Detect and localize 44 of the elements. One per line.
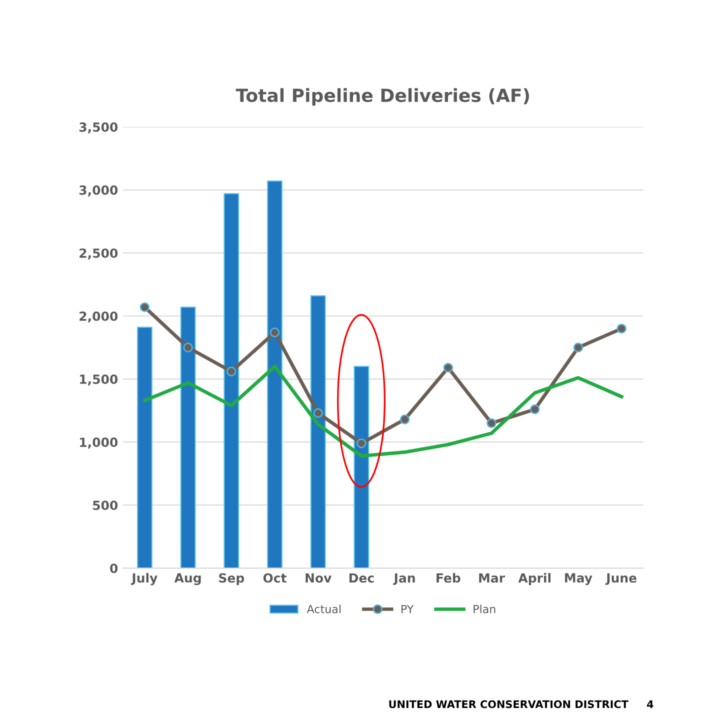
x-tick-label: Sep xyxy=(219,573,244,586)
y-tick-label: 1,500 xyxy=(80,374,118,386)
point xyxy=(486,418,496,428)
x-tick-label: Dec xyxy=(349,573,374,583)
legend-label: Actual xyxy=(306,604,341,614)
chart-title: Total Pipeline Deliveries (AF) xyxy=(236,88,529,106)
y-tick-label: 3,500 xyxy=(79,122,118,134)
x-tick-label: Mar xyxy=(479,573,505,583)
y-tick-label: 2,000 xyxy=(80,311,118,323)
x-tick-label: July xyxy=(131,573,158,586)
legend-label: PY xyxy=(402,604,414,614)
bar xyxy=(136,326,152,568)
point xyxy=(443,362,454,373)
point xyxy=(356,438,366,448)
bar xyxy=(354,366,370,568)
point xyxy=(183,342,193,352)
x-tick-label: Aug xyxy=(174,573,201,586)
x-tick-label: April xyxy=(518,573,550,586)
bar xyxy=(267,180,282,568)
text: UNITED WATER CONSERVATION DISTRICT 4 xyxy=(389,700,654,708)
point xyxy=(616,324,626,334)
line-series xyxy=(142,364,624,458)
y-tick-label: 1,000 xyxy=(80,438,118,449)
y-tick-label: 500 xyxy=(93,500,118,510)
point xyxy=(313,408,323,418)
x-tick-label: Nov xyxy=(306,573,332,583)
x-tick-label: Jan xyxy=(393,573,415,586)
point xyxy=(226,366,236,376)
legend-label: Plan xyxy=(474,604,496,614)
point xyxy=(400,414,410,424)
y-tick-label: 3,000 xyxy=(79,185,118,196)
bar xyxy=(224,193,240,568)
x-tick-label: May xyxy=(565,573,592,586)
x-tick-label: June xyxy=(605,573,636,586)
y-tick-label: 0 xyxy=(110,564,118,574)
point xyxy=(573,342,584,352)
y-tick-label: 2,500 xyxy=(80,248,118,260)
x-tick-label: Feb xyxy=(436,573,460,583)
x-tick-label: Oct xyxy=(263,573,286,583)
point xyxy=(140,302,150,312)
bar xyxy=(180,306,196,568)
bar xyxy=(310,295,326,568)
point xyxy=(530,404,540,414)
point xyxy=(270,328,280,338)
